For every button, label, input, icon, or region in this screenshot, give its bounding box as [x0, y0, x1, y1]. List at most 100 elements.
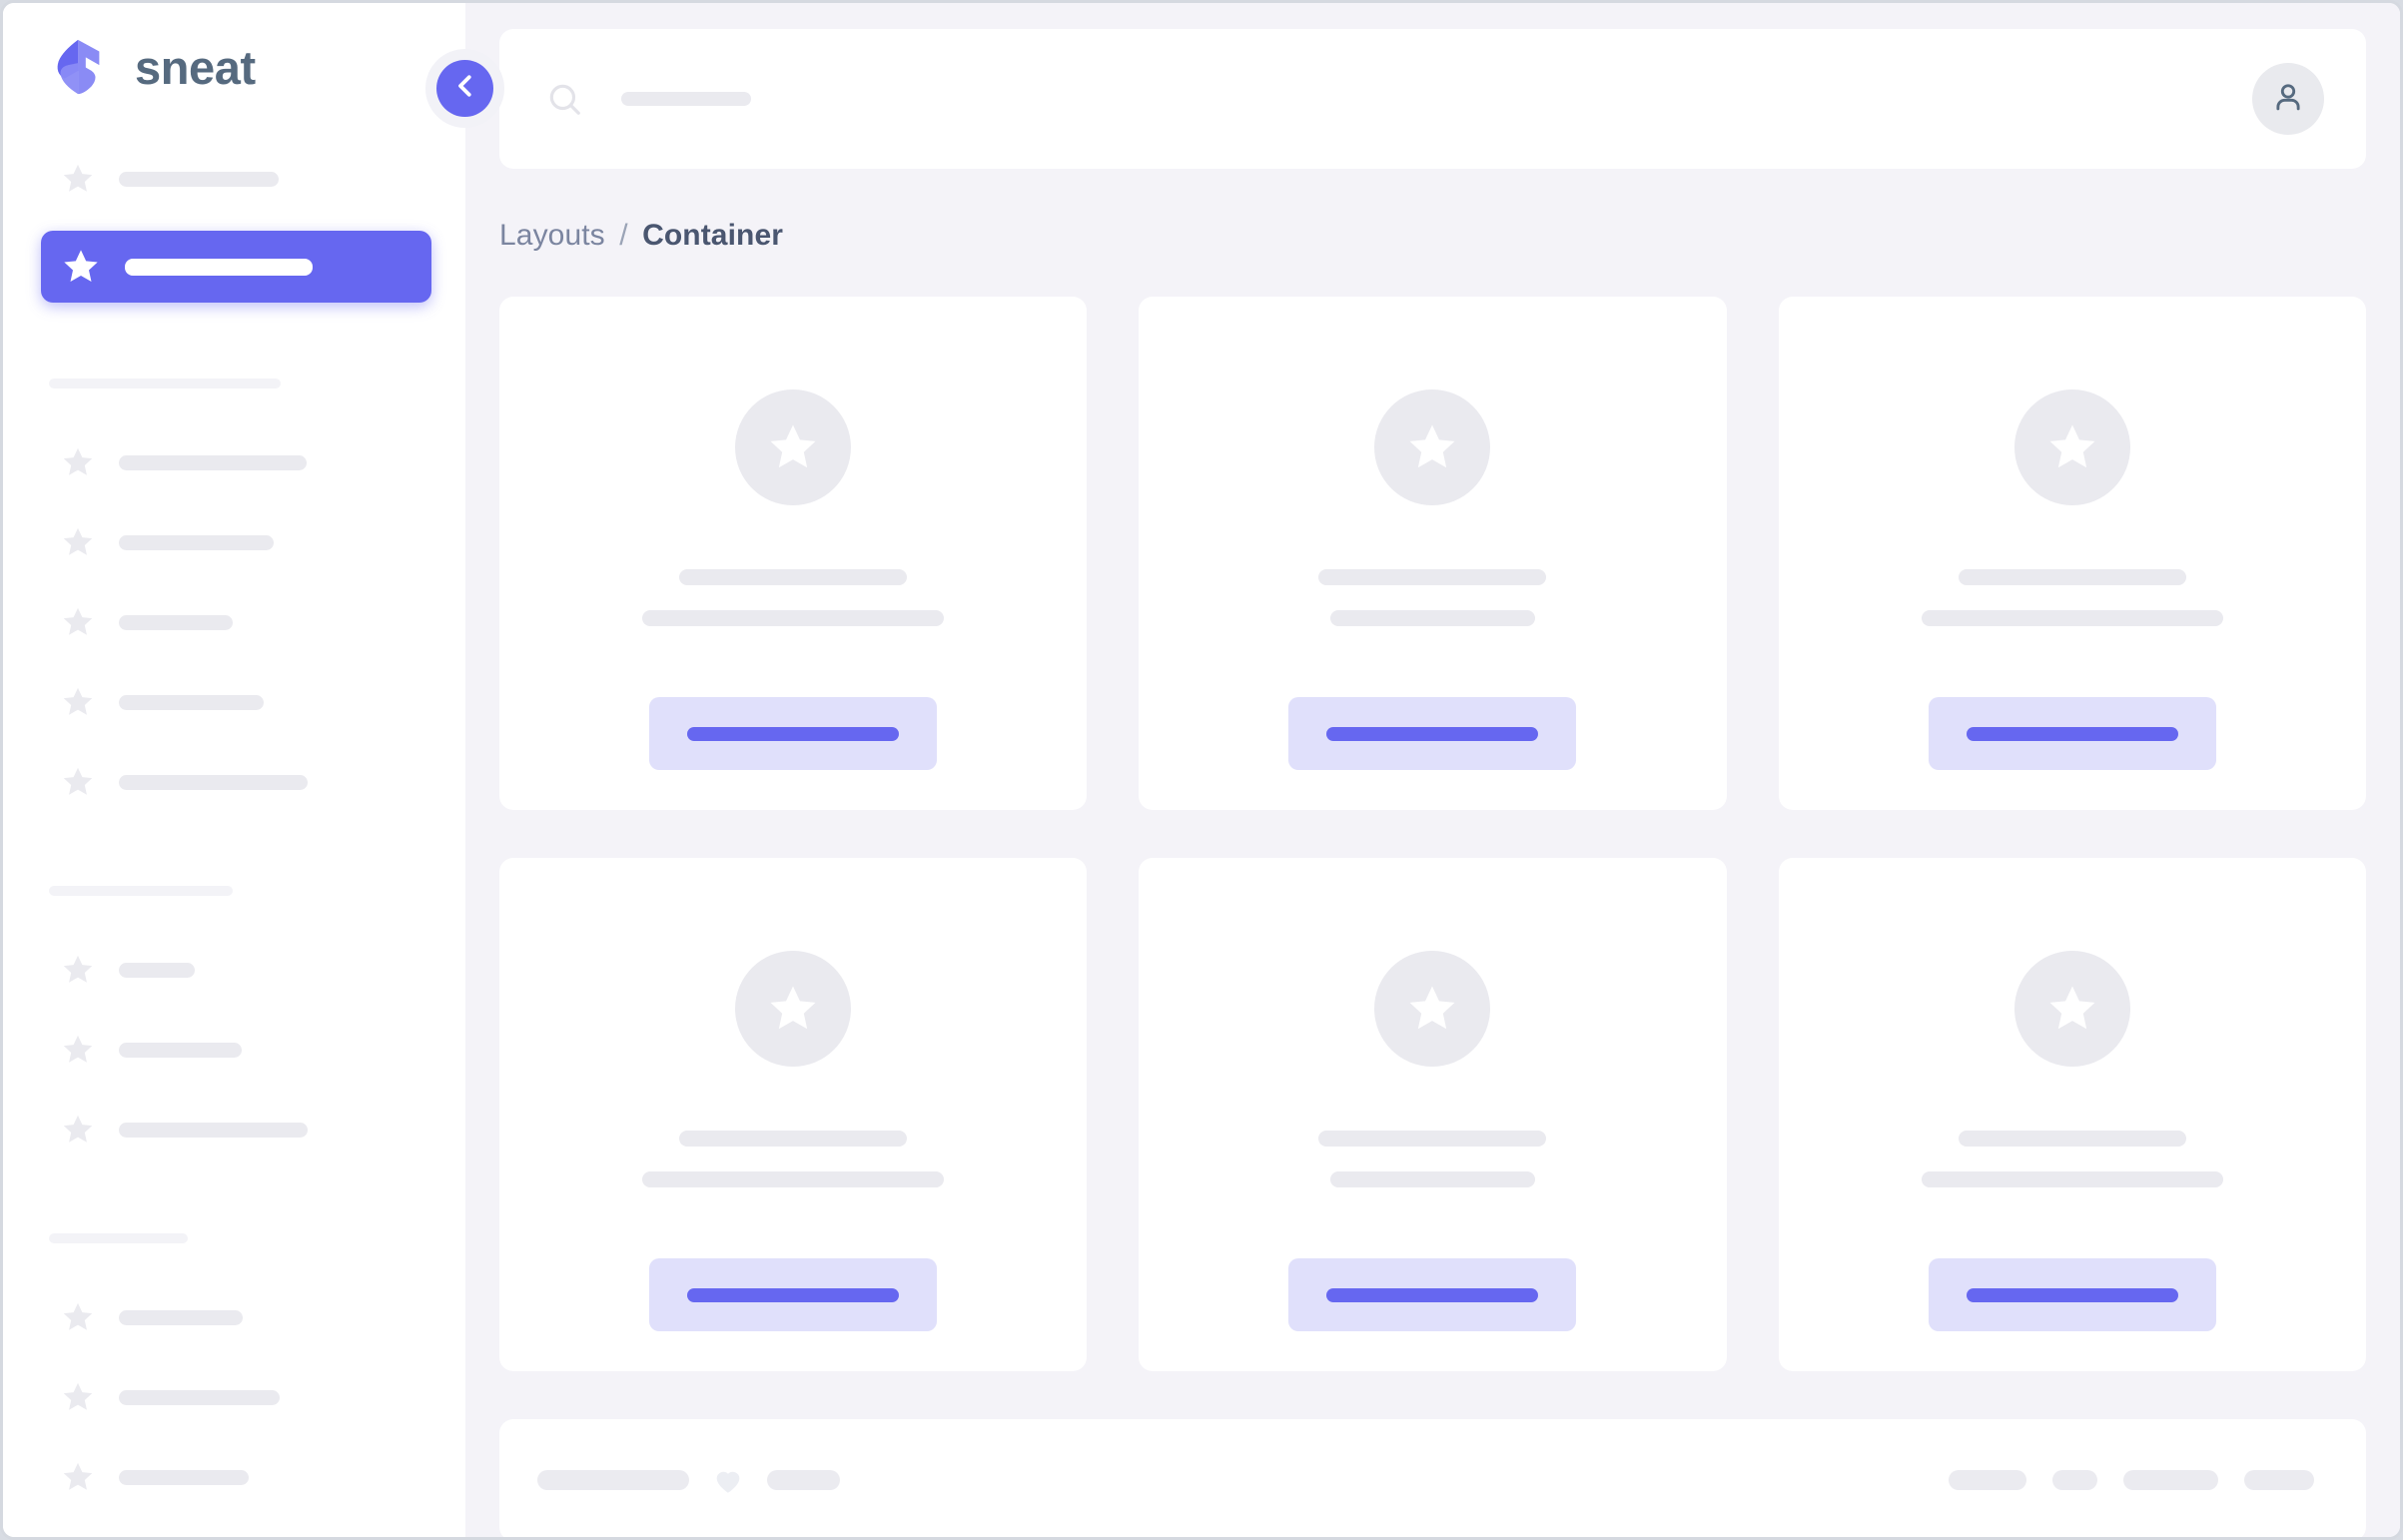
- sidebar-item-label-skeleton: [119, 171, 279, 187]
- card-button-label-skeleton: [1966, 726, 2178, 741]
- star-icon: [2045, 420, 2099, 474]
- star-icon: [61, 1300, 95, 1334]
- card-button-label-skeleton: [1326, 1287, 1539, 1302]
- sidebar-section-divider: [49, 379, 281, 388]
- card-avatar: [2013, 951, 2130, 1067]
- sidebar-item-label-skeleton: [119, 534, 274, 550]
- footer-link-skeleton[interactable]: [1949, 1470, 2026, 1490]
- sidebar-item-9[interactable]: [41, 1022, 431, 1078]
- topbar: [499, 29, 2366, 169]
- main-content: Layouts / Container: [465, 3, 2400, 1537]
- star-icon: [61, 525, 95, 559]
- sidebar-item-13[interactable]: [41, 1449, 431, 1505]
- avatar[interactable]: [2252, 63, 2324, 135]
- footer-link-skeleton[interactable]: [2244, 1470, 2314, 1490]
- card-button-label-skeleton: [687, 1287, 900, 1302]
- search-input[interactable]: [621, 92, 751, 106]
- card-action-button[interactable]: [1928, 1258, 2216, 1331]
- card-avatar: [1374, 389, 1491, 505]
- brand-name: sneat: [135, 40, 256, 94]
- card-title-skeleton: [1958, 1131, 2186, 1147]
- card-avatar: [735, 951, 852, 1067]
- search-icon: [545, 80, 583, 118]
- card-action-button[interactable]: [649, 697, 938, 770]
- card-action-button[interactable]: [1928, 697, 2216, 770]
- sidebar-item-label-skeleton: [119, 694, 264, 710]
- star-icon: [61, 247, 101, 287]
- card-text-skeleton: [642, 610, 945, 626]
- card-title-skeleton: [1318, 569, 1547, 585]
- breadcrumb: Layouts / Container: [499, 219, 2366, 253]
- sidebar-item-label-skeleton: [119, 614, 233, 630]
- star-icon: [766, 420, 820, 474]
- card-avatar: [1374, 951, 1491, 1067]
- sidebar-item-label-skeleton: [119, 962, 195, 978]
- star-icon: [2045, 982, 2099, 1036]
- sidebar-item-label-skeleton: [119, 454, 307, 470]
- card: [1778, 297, 2366, 810]
- card-action-button[interactable]: [1288, 1258, 1577, 1331]
- footer-left-group: [537, 1463, 840, 1497]
- sidebar-item-12[interactable]: [41, 1369, 431, 1425]
- star-icon: [61, 953, 95, 987]
- card-text-skeleton: [1921, 1171, 2223, 1187]
- card: [499, 858, 1088, 1371]
- card-title-skeleton: [679, 1131, 908, 1147]
- star-icon: [61, 162, 95, 196]
- card-avatar: [735, 389, 852, 505]
- card: [499, 297, 1088, 810]
- footer-text-skeleton: [537, 1470, 689, 1490]
- user-icon: [2269, 78, 2307, 121]
- card-action-button[interactable]: [1288, 697, 1577, 770]
- sidebar-item-3[interactable]: [41, 434, 431, 490]
- star-icon: [61, 445, 95, 479]
- card: [1778, 858, 2366, 1371]
- star-icon: [766, 982, 820, 1036]
- sidebar-item-4[interactable]: [41, 514, 431, 570]
- card-button-label-skeleton: [1966, 1287, 2178, 1302]
- sidebar: sneat: [3, 3, 493, 1537]
- card-button-label-skeleton: [1326, 726, 1539, 741]
- sidebar-item-2-active[interactable]: [41, 231, 431, 303]
- sidebar-item-label-skeleton: [119, 1309, 243, 1325]
- sidebar-item-label-skeleton: [119, 1122, 308, 1138]
- footer-link-skeleton[interactable]: [2123, 1470, 2218, 1490]
- card-action-button[interactable]: [649, 1258, 938, 1331]
- card-text-skeleton: [642, 1171, 945, 1187]
- search-group[interactable]: [545, 80, 751, 118]
- card: [1139, 858, 1727, 1371]
- footer: [499, 1419, 2366, 1537]
- sidebar-collapse-button[interactable]: [436, 60, 493, 117]
- sidebar-item-label-skeleton: [119, 1389, 280, 1405]
- sidebar-item-label-skeleton: [119, 1042, 242, 1058]
- card-text-skeleton: [1329, 610, 1535, 626]
- card-title-skeleton: [1958, 569, 2186, 585]
- star-icon: [61, 1380, 95, 1414]
- breadcrumb-separator: /: [619, 219, 628, 252]
- sneat-s-logo-icon: [49, 36, 111, 98]
- star-icon: [61, 685, 95, 719]
- card-button-label-skeleton: [687, 726, 900, 741]
- sidebar-item-8[interactable]: [41, 942, 431, 998]
- card-grid: [499, 297, 2366, 1371]
- footer-text-skeleton: [767, 1470, 840, 1490]
- sidebar-item-6[interactable]: [41, 674, 431, 730]
- sidebar-item-10[interactable]: [41, 1102, 431, 1157]
- star-icon: [61, 605, 95, 639]
- star-icon: [1405, 420, 1459, 474]
- card-title-skeleton: [679, 569, 908, 585]
- sidebar-item-11[interactable]: [41, 1289, 431, 1345]
- sidebar-item-1[interactable]: [41, 151, 431, 207]
- sidebar-item-7[interactable]: [41, 754, 431, 810]
- sidebar-item-5[interactable]: [41, 594, 431, 650]
- sidebar-section-divider: [49, 886, 233, 896]
- chevron-left-icon: [450, 71, 480, 106]
- card-text-skeleton: [1921, 610, 2223, 626]
- breadcrumb-parent[interactable]: Layouts: [499, 219, 605, 252]
- card-avatar: [2013, 389, 2130, 505]
- brand[interactable]: sneat: [3, 3, 465, 95]
- footer-link-skeleton[interactable]: [2052, 1470, 2097, 1490]
- star-icon: [61, 765, 95, 799]
- footer-right-group: [1949, 1470, 2314, 1490]
- card-title-skeleton: [1318, 1131, 1547, 1147]
